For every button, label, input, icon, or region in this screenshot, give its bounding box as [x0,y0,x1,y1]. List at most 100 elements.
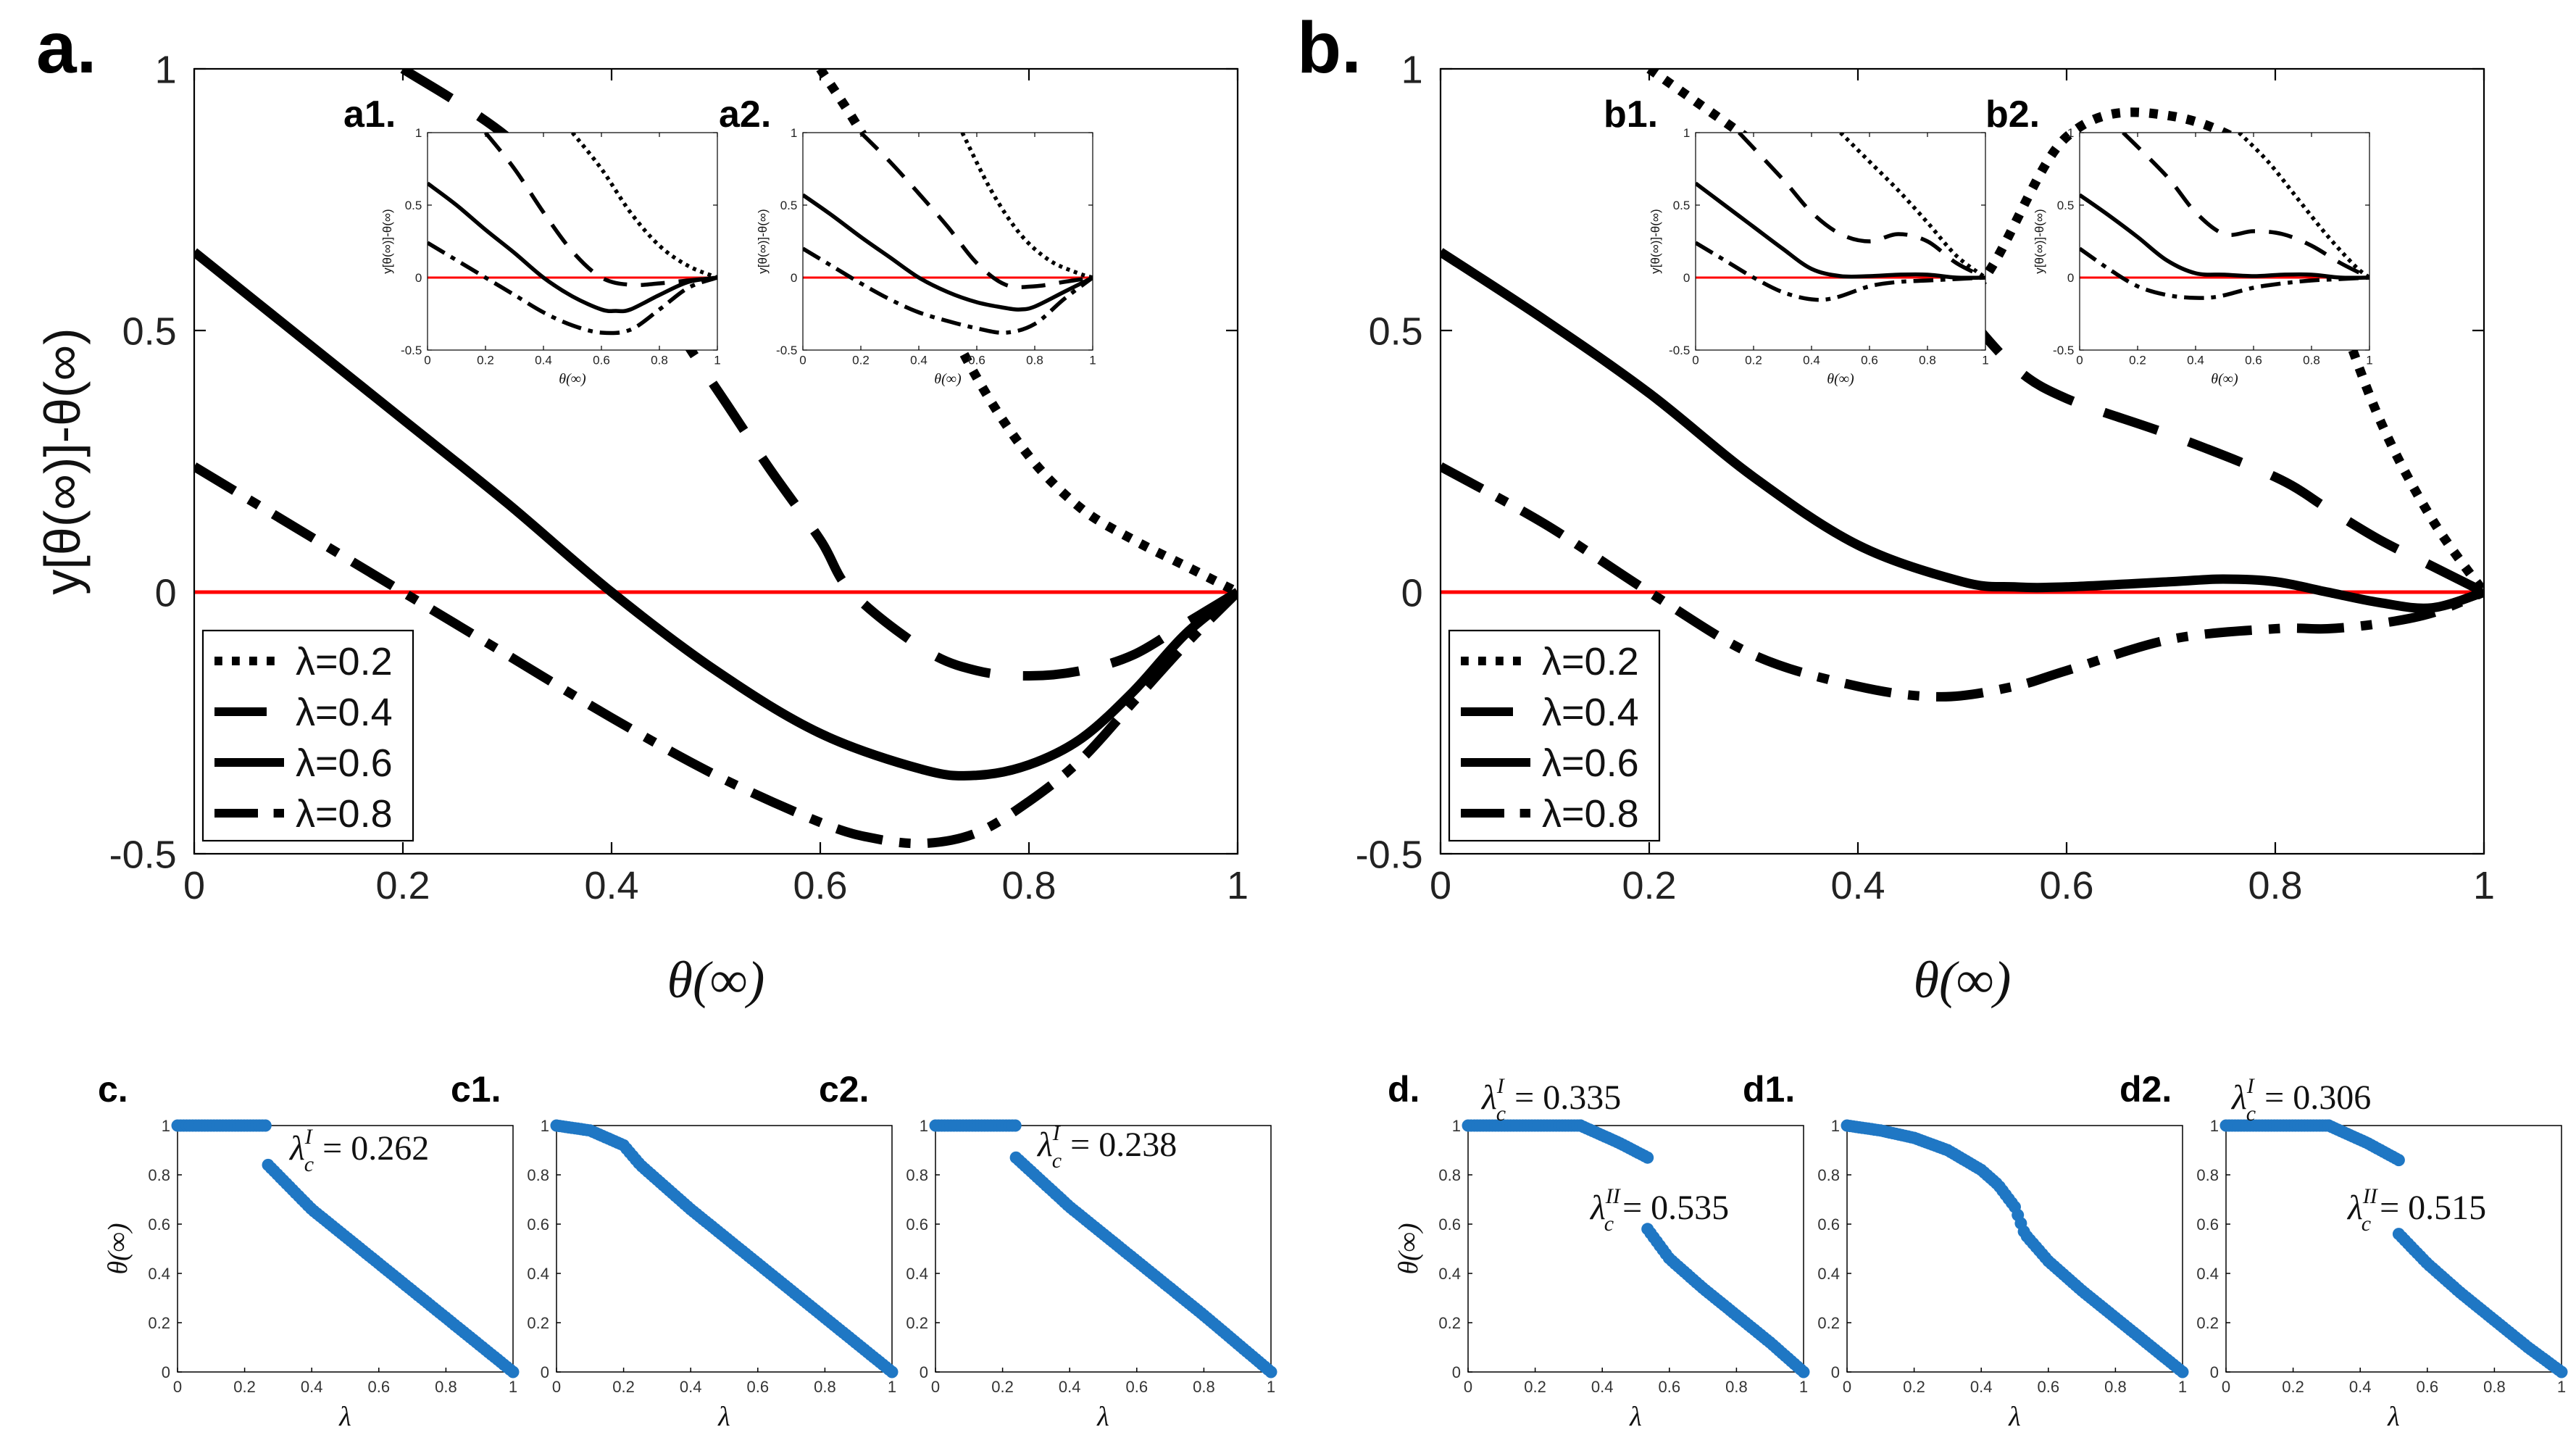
series-dotted [2238,133,2369,280]
y-tick-label: 1 [920,1117,928,1135]
x-tick-label: 0.6 [1126,1378,1149,1396]
y-tick-label: 1 [1683,126,1690,140]
legend-box [1448,629,1661,842]
scatter-xlabel-c: λ [338,1402,351,1432]
series-dotted [960,133,1093,280]
y-tick-label: 0.8 [1817,1166,1840,1184]
lambda-symbol: λ [288,1129,305,1168]
legend-entry: λ=0.4 [296,691,393,734]
critical-lambda-annotation: λII c = 0.515 [2346,1184,2486,1236]
scatter-ylabel-d: θ(∞) [1393,1223,1424,1274]
plot-frame [1439,67,2485,855]
scatter-label-c2: c2. [819,1069,870,1110]
y-tick-label: 0.6 [906,1215,928,1234]
scatter-point [507,1365,520,1378]
scatter-label-d1: d1. [1743,1069,1795,1110]
plot-frame [1695,132,1986,351]
x-tick-label: 0 [1430,864,1451,907]
x-tick-label: 0.6 [1861,354,1878,367]
lambda-symbol: λ [1589,1189,1606,1227]
inset-label-b2: b2. [1985,93,2040,136]
plot-frame [427,132,718,351]
y-tick-label: 0.2 [1817,1314,1840,1332]
x-tick-label: 0.8 [1919,354,1936,367]
panel-label-b: b. [1297,7,1362,88]
scatter-point [1641,1151,1654,1164]
inset-ylabel-a1: y[θ(∞)]-θ(∞) [380,209,394,273]
series-dashed [1737,133,1985,280]
x-tick-label: 0.2 [1622,864,1676,907]
y-tick-label: 0.4 [1438,1265,1461,1283]
y-tick-label: 0.8 [148,1166,170,1184]
series-solid [1696,181,1985,280]
x-tick-label: 0.6 [2039,864,2093,907]
x-tick-label: 0.4 [2187,354,2204,367]
legend-entry: λ=0.4 [1542,691,1639,734]
annotation-sub: c [2246,1102,2256,1126]
inset-xlabel-a1: θ(∞) [559,371,586,387]
y-tick-label: 1 [791,126,797,140]
x-tick-label: 1 [2366,354,2372,367]
y-tick-label: 0.2 [148,1314,170,1332]
x-tick-label: 0.8 [2248,864,2302,907]
y-tick-label: -0.5 [1356,833,1423,876]
x-tick-label: 0.4 [1591,1378,1614,1396]
x-tick-label: 0.6 [1659,1378,1681,1396]
x-tick-label: 0.4 [301,1378,323,1396]
x-tick-label: 0 [424,354,430,367]
scatter-point [2555,1365,2568,1378]
series-solid [803,193,1093,312]
annotation-sup: II [2362,1184,2379,1208]
scatter-point [2392,1154,2405,1167]
inset-xlabel-b2: θ(∞) [2211,371,2238,387]
scatter-point [2176,1365,2189,1378]
legend-entry: λ=0.8 [1542,792,1639,836]
x-tick-label: 0.4 [1970,1378,1993,1396]
annotation-value: = 0.515 [2371,1189,2486,1227]
lambda-symbol: λ [2346,1189,2363,1227]
y-tick-label: 0 [155,571,177,615]
series-dash-dot [194,462,1238,849]
x-tick-label: 1 [1799,1378,1808,1396]
x-tick-label: 0.2 [2129,354,2146,367]
series-dash-dot [1696,241,1985,302]
scatter-ylabel-c: θ(∞) [103,1223,133,1274]
x-tick-label: 0 [931,1378,940,1396]
x-tick-label: 0.2 [233,1378,256,1396]
x-tick-label: 0 [799,354,806,367]
annotation-sup: I [1052,1121,1062,1145]
x-tick-label: 0.8 [1001,864,1056,907]
scatter-xlabel-d1: λ [2008,1402,2020,1432]
inset-ylabel-a2: y[θ(∞)]-θ(∞) [756,209,770,273]
y-tick-label: 1 [162,1117,170,1135]
y-tick-label: 1 [1831,1117,1840,1135]
y-tick-label: -0.5 [2053,344,2074,357]
y-tick-label: 0.8 [2196,1166,2219,1184]
x-tick-label: 1 [714,354,720,367]
x-tick-label: 0.8 [651,354,668,367]
x-tick-label: 0.4 [910,354,928,367]
critical-lambda-annotation: λI c = 0.262 [288,1125,429,1176]
y-tick-label: 0.4 [2196,1265,2219,1283]
inset-ylabel-b2: y[θ(∞)]-θ(∞) [2033,209,2046,273]
scatter-label-c: c. [98,1069,128,1110]
x-tick-label: 0 [183,864,205,907]
lambda-symbol: λ [2230,1078,2247,1117]
x-tick-label: 0.6 [793,864,847,907]
x-tick-label: 0.8 [2483,1378,2506,1396]
y-tick-label: 0.4 [1817,1265,1840,1283]
x-tick-label: 0.8 [2303,354,2320,367]
x-tick-label: 0.8 [814,1378,836,1396]
x-tick-label: 0.2 [991,1378,1014,1396]
y-tick-label: 0.5 [1673,199,1691,212]
x-tick-label: 0.6 [747,1378,770,1396]
scatter-panel-c: 0 0.2 0.4 0.6 0.8 1 0 0.2 0.4 0.6 0.8 1 λI c = 0.262 [148,1117,520,1396]
annotation-value: = 0.335 [1506,1078,1621,1117]
x-tick-label: 0.6 [368,1378,391,1396]
inset-b2: 0 0.2 0.4 0.6 0.8 1-0.500.51 [2053,126,2373,367]
series-dash-dot [803,246,1093,335]
y-tick-label: 0 [415,271,422,285]
y-tick-label: 0.5 [1369,309,1423,353]
y-tick-label: 0.8 [1438,1166,1461,1184]
annotation-sub: c [2362,1212,2371,1236]
